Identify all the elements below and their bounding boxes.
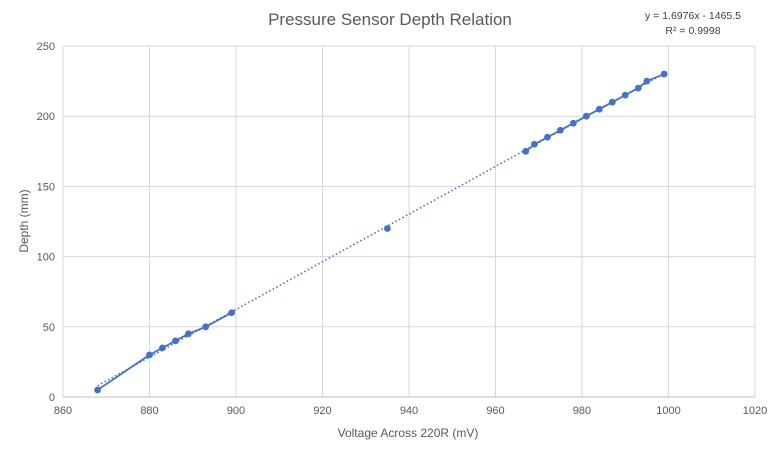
data-points <box>94 70 668 394</box>
data-point <box>660 70 668 78</box>
data-point <box>582 112 590 120</box>
y-tick-label: 50 <box>43 322 55 334</box>
x-tick-label: 900 <box>227 405 245 417</box>
data-point <box>634 84 642 92</box>
data-point <box>544 133 551 141</box>
data-point <box>146 351 153 359</box>
y-tick-label: 250 <box>37 41 55 53</box>
y-tick-label: 100 <box>37 252 55 264</box>
x-tick-label: 1000 <box>656 405 680 417</box>
data-point <box>522 147 530 155</box>
x-tick-label: 980 <box>573 405 591 417</box>
data-point <box>383 225 391 232</box>
y-tick-label: 200 <box>37 111 55 123</box>
data-point <box>595 105 603 113</box>
x-axis-label: Voltage Across 220R (mV) <box>338 426 479 440</box>
x-tick-label: 960 <box>486 405 504 417</box>
data-point <box>556 126 564 134</box>
x-tick-label: 940 <box>400 405 418 417</box>
data-point <box>643 77 651 85</box>
data-point <box>172 337 179 345</box>
data-point <box>621 91 629 99</box>
chart-title: Pressure Sensor Depth Relation <box>268 10 512 29</box>
y-tick-label: 150 <box>37 181 55 193</box>
y-axis-label: Depth (mm) <box>17 189 31 252</box>
data-point <box>94 386 101 394</box>
data-point <box>228 309 236 317</box>
trendline-equation: y = 1.6976x - 1465.5 <box>645 10 741 22</box>
data-point <box>569 119 577 127</box>
data-point <box>608 98 616 106</box>
gridlines <box>62 45 756 398</box>
y-tick-label: 0 <box>49 392 55 404</box>
data-point <box>531 140 538 148</box>
series-line-layer <box>97 73 665 391</box>
x-tick-label: 1020 <box>743 405 767 417</box>
axes: 860 880 900 920 940 960 980 1000 1020 0 50 100 150 20… <box>37 41 768 417</box>
series-line-segment <box>97 354 151 391</box>
x-tick-label: 860 <box>54 405 72 417</box>
series-line-segment <box>205 311 233 328</box>
data-point <box>159 344 166 352</box>
trendline-r-squared: R² = 0.9998 <box>665 25 720 37</box>
x-tick-label: 920 <box>313 405 331 417</box>
data-point <box>202 323 210 331</box>
data-point <box>185 330 192 338</box>
x-tick-label: 880 <box>140 405 158 417</box>
